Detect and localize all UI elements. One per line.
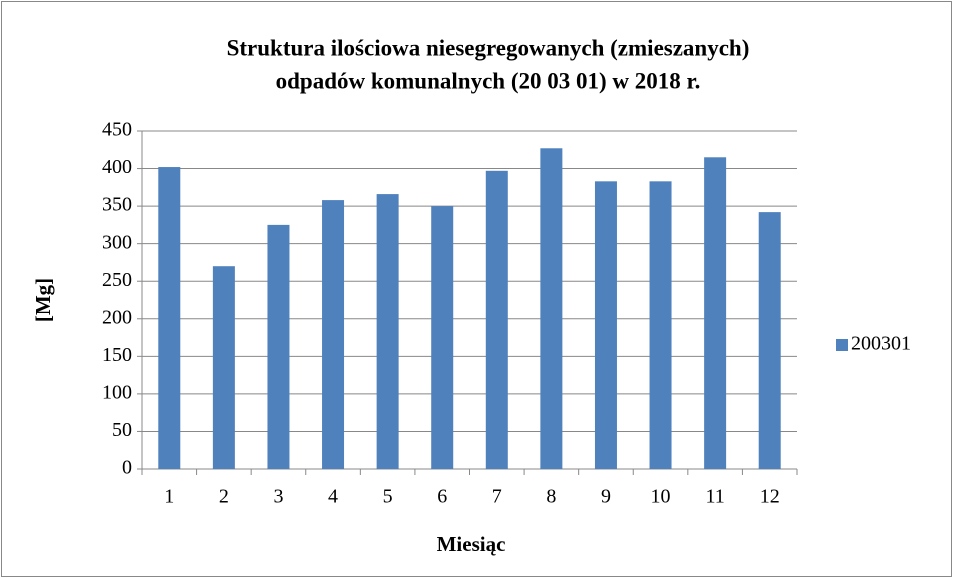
bar bbox=[376, 194, 399, 470]
x-tick-label: 12 bbox=[760, 486, 780, 508]
x-tick-label: 8 bbox=[546, 486, 556, 508]
x-tick-label: 2 bbox=[219, 486, 229, 508]
bar bbox=[540, 148, 563, 469]
bar bbox=[212, 266, 235, 469]
x-tick-label: 5 bbox=[383, 486, 393, 508]
y-tick-label: 400 bbox=[102, 156, 132, 178]
bar bbox=[322, 200, 345, 469]
y-tick-label: 50 bbox=[112, 419, 132, 441]
bar bbox=[758, 212, 781, 469]
x-tick-label: 4 bbox=[328, 486, 338, 508]
y-tick-label: 350 bbox=[102, 194, 132, 216]
bar bbox=[594, 181, 617, 469]
chart-title: Struktura ilościowa niesegregowanych (zm… bbox=[227, 35, 750, 60]
y-axis-title: [Mg] bbox=[31, 278, 55, 322]
x-tick-label: 3 bbox=[273, 486, 283, 508]
y-tick-label: 0 bbox=[122, 457, 132, 479]
x-tick-label: 11 bbox=[705, 486, 724, 508]
x-tick-label: 6 bbox=[437, 486, 447, 508]
y-tick-label: 450 bbox=[102, 119, 132, 141]
chart-title: odpadów komunalnych (20 03 01) w 2018 r. bbox=[276, 68, 701, 93]
y-tick-label: 300 bbox=[102, 231, 132, 253]
bar bbox=[158, 167, 181, 469]
legend-label: 200301 bbox=[851, 333, 911, 355]
bar bbox=[267, 224, 290, 469]
y-tick-label: 150 bbox=[102, 344, 132, 366]
x-axis-title: Miesiąc bbox=[437, 532, 506, 556]
bar bbox=[431, 206, 454, 469]
x-tick-label: 9 bbox=[601, 486, 611, 508]
bar bbox=[485, 170, 508, 469]
x-tick-label: 1 bbox=[164, 486, 174, 508]
y-tick-label: 250 bbox=[102, 269, 132, 291]
x-tick-label: 7 bbox=[492, 486, 502, 508]
bar bbox=[704, 157, 727, 470]
bar bbox=[649, 181, 672, 469]
y-tick-label: 100 bbox=[102, 381, 132, 403]
y-tick-label: 200 bbox=[102, 306, 132, 328]
x-tick-label: 10 bbox=[651, 486, 671, 508]
legend-swatch bbox=[836, 339, 848, 351]
